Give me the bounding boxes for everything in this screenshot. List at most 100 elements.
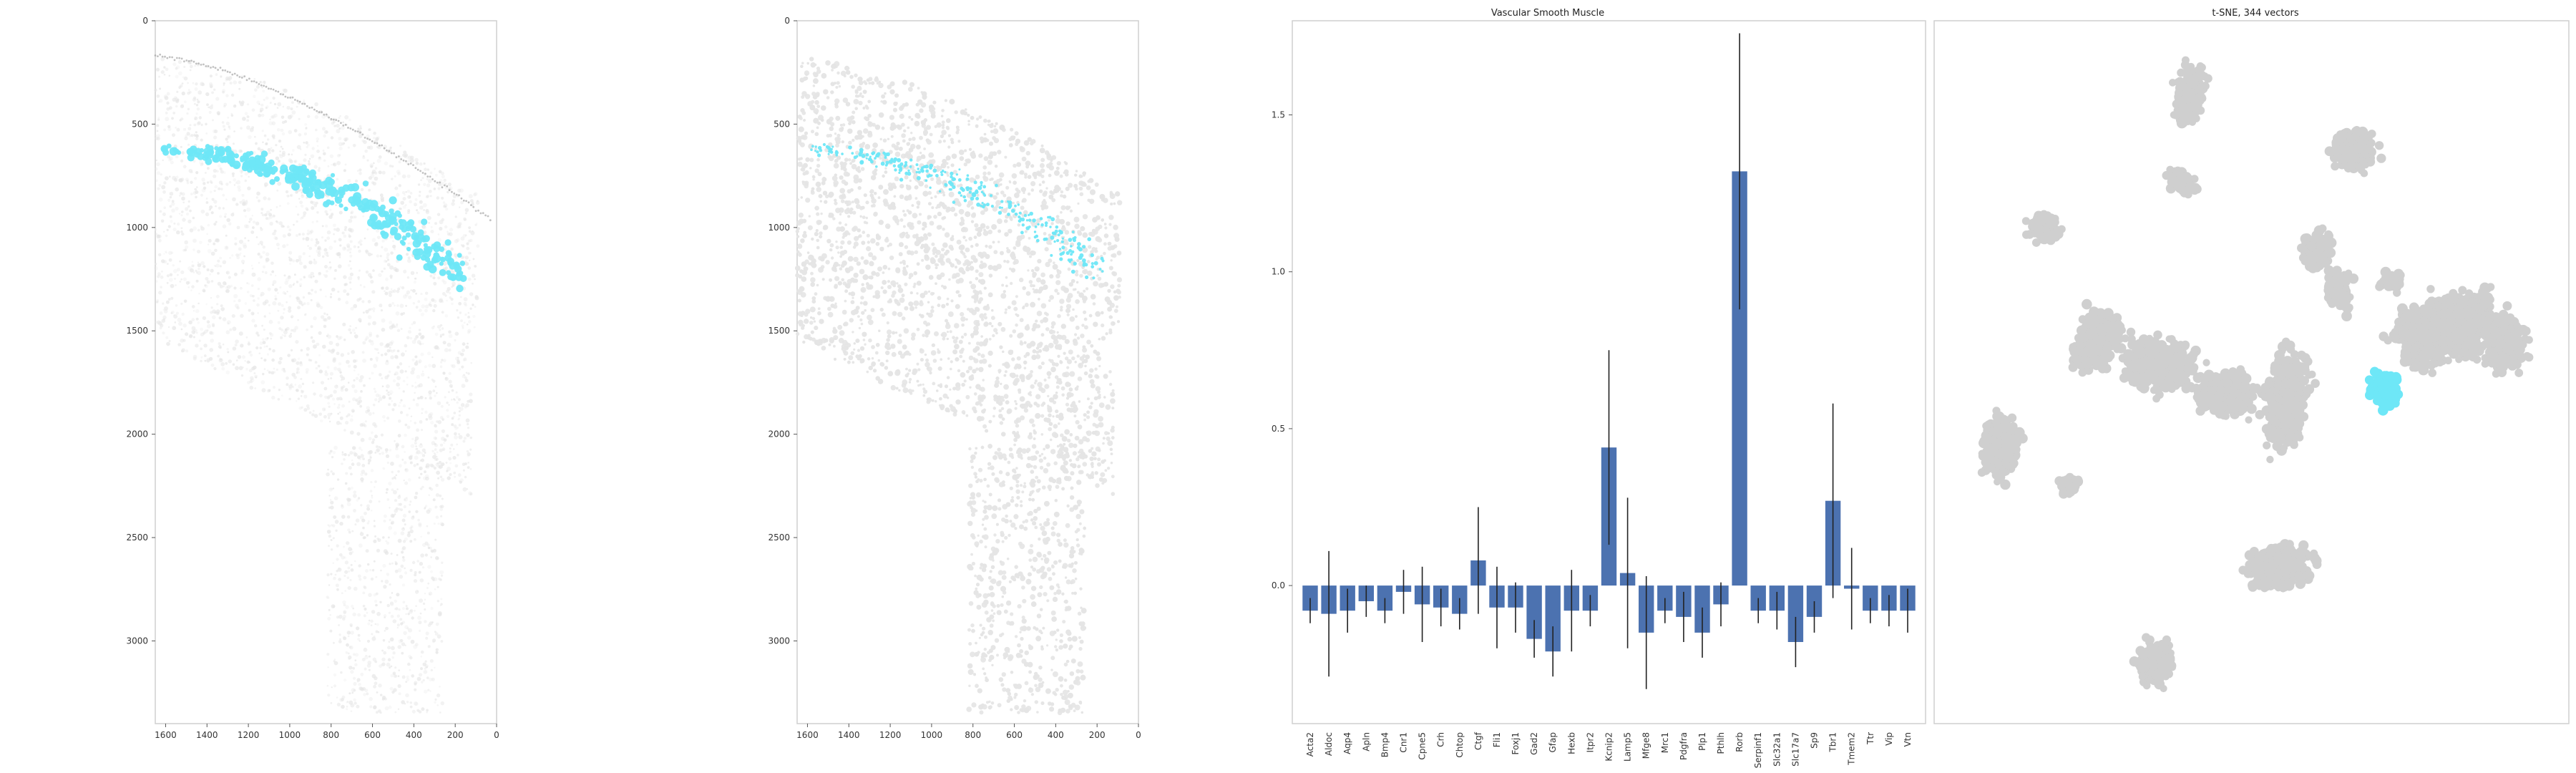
tissue-point (346, 630, 351, 635)
tissue-edge-point (180, 57, 183, 60)
tissue-point (336, 154, 341, 158)
tissue-point (978, 153, 983, 158)
tissue-edge-point (240, 77, 243, 79)
tissue-point (439, 448, 443, 452)
tissue-point (286, 291, 288, 293)
tissue-point (324, 372, 328, 376)
tissue-point (348, 248, 352, 251)
tissue-point (348, 400, 351, 403)
tissue-point (406, 701, 409, 704)
tissue-point (412, 321, 416, 324)
highlight-point (456, 284, 464, 293)
tissue-point (438, 183, 441, 187)
tissue-point (469, 259, 471, 261)
tissue-point (419, 190, 421, 193)
highlight-point (414, 248, 419, 253)
tissue-point (358, 564, 361, 568)
tissue-point (155, 263, 157, 266)
tissue-point (195, 112, 198, 115)
tissue-point (333, 661, 338, 666)
tissue-point (403, 631, 407, 636)
tissue-point (346, 292, 350, 296)
tissue-point (308, 246, 313, 251)
tissue-point (168, 251, 172, 256)
tissue-point (417, 518, 420, 522)
tissue-point (339, 416, 343, 420)
tissue-point (305, 127, 308, 130)
tissue-point (343, 275, 347, 279)
tissue-point (209, 273, 212, 276)
tissue-point (378, 684, 382, 688)
tissue-point (208, 356, 213, 361)
tissue-point (292, 259, 296, 263)
tissue-point (457, 223, 461, 227)
tissue-point (381, 318, 386, 323)
tissue-point (386, 349, 391, 353)
tissue-point (189, 69, 192, 72)
highlight-point (389, 196, 397, 205)
tissue-point (174, 96, 177, 99)
tissue-point (155, 159, 158, 162)
tissue-point (458, 424, 462, 427)
tissue-point (368, 593, 372, 598)
tissue-point (233, 104, 237, 108)
tissue-point (162, 331, 165, 335)
tissue-point (414, 361, 419, 366)
tissue-point (430, 556, 432, 558)
tissue-point (391, 408, 395, 412)
tissue-point (393, 476, 396, 479)
tissue-point (430, 570, 433, 573)
tissue-point (205, 201, 209, 204)
tissue-point (394, 175, 396, 178)
tissue-point (386, 256, 389, 259)
tissue-point (814, 205, 819, 211)
tissue-point (271, 283, 275, 286)
tissue-point (278, 140, 282, 143)
tissue-point (384, 448, 389, 452)
tissue-point (417, 183, 421, 186)
tissue-point (357, 127, 360, 131)
tissue-point (451, 302, 454, 306)
tissue-point (425, 636, 429, 640)
highlight-point (328, 178, 335, 185)
highlight-point (422, 235, 430, 243)
tissue-edge-point (332, 118, 335, 121)
tissue-point (360, 188, 364, 192)
tissue-point (389, 602, 394, 606)
tissue-point (360, 437, 365, 442)
tissue-point (269, 118, 271, 121)
tissue-point (343, 636, 347, 641)
tissue-point (428, 415, 433, 420)
tissue-point (1096, 274, 1099, 277)
tissue-point (453, 471, 457, 475)
highlight-point (423, 263, 431, 271)
tissue-point (366, 145, 371, 150)
tissue-point (419, 308, 422, 313)
tissue-point (369, 145, 374, 150)
tissue-point (170, 220, 173, 223)
tissue-point (249, 350, 252, 354)
tissue-point (960, 316, 966, 322)
tissue-point (179, 119, 182, 122)
tissue-point (286, 243, 289, 246)
tissue-point (458, 368, 462, 371)
tissue-point (266, 353, 269, 356)
tissue-edge-point (303, 102, 306, 105)
tissue-point (415, 292, 418, 295)
tissue-point (251, 267, 254, 270)
highlight-point (414, 253, 421, 261)
tissue-point (340, 671, 343, 674)
tissue-point (474, 306, 477, 308)
tissue-point (236, 180, 241, 185)
tissue-point (175, 65, 180, 69)
tissue-point (165, 112, 168, 115)
tissue-point (425, 666, 428, 669)
tissue-point (276, 220, 279, 224)
tissue-point (458, 414, 461, 417)
tissue-point (1032, 288, 1035, 291)
tissue-point (343, 453, 347, 457)
tissue-edge-point (294, 99, 296, 101)
tissue-point (223, 82, 225, 85)
tissue-point (408, 478, 411, 482)
tissue-point (416, 209, 419, 212)
